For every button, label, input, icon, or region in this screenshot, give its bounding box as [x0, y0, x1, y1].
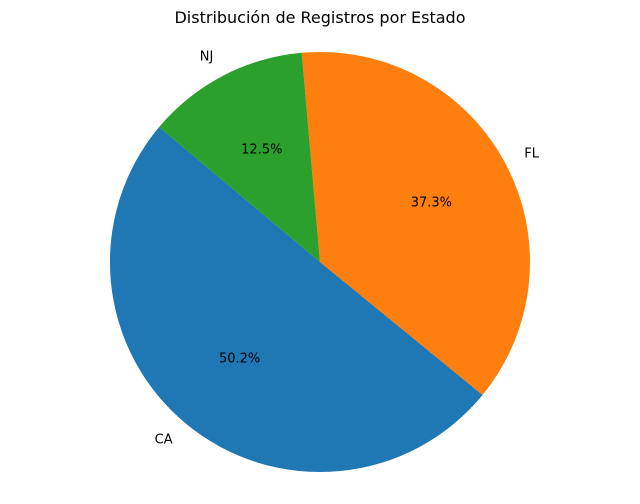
pie-slices [109, 52, 530, 473]
pie-slice-nj [159, 52, 320, 262]
pie-label-fl: FL [524, 147, 539, 162]
pie-percent-fl: 37.3% [411, 196, 452, 211]
pie-label-nj: NJ [200, 50, 214, 65]
pie-percent-ca: 50.2% [219, 352, 260, 367]
pie-slice-fl [301, 52, 530, 395]
pie-percent-nj: 12.5% [241, 143, 282, 158]
pie-label-ca: CA [155, 432, 173, 447]
pie-labels: CA 50.2% FL 37.3% NJ 12.5% [155, 50, 540, 448]
chart-title: Distribución de Registros por Estado [174, 8, 465, 27]
pie-slice-ca [109, 127, 483, 473]
